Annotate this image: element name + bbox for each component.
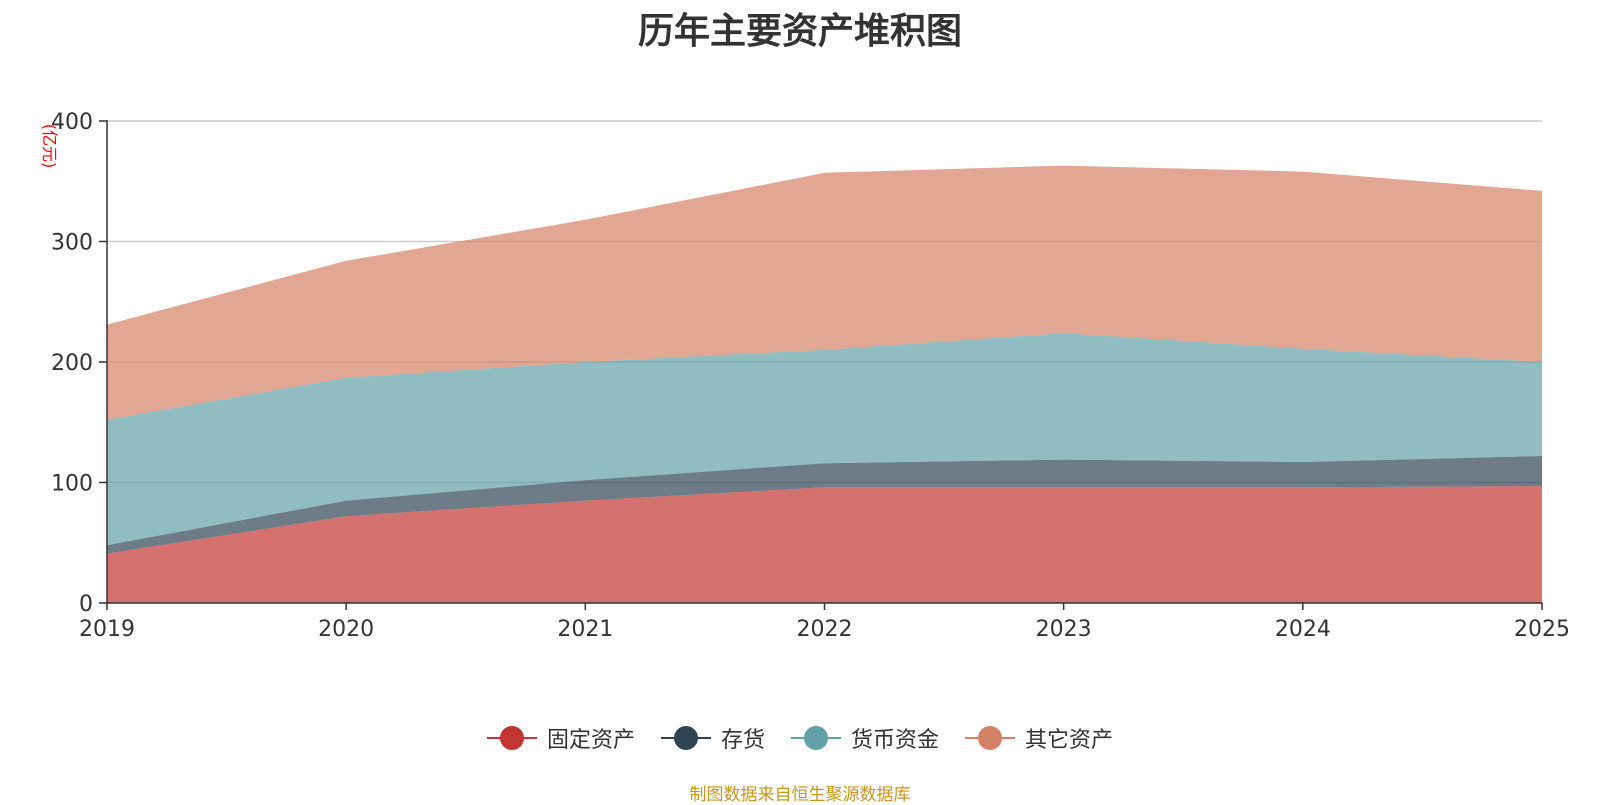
legend-label: 固定资产	[546, 728, 635, 753]
x-tick-label: 2021	[557, 617, 613, 642]
legend-marker-icon	[660, 726, 711, 750]
y-tick-label: 400	[51, 110, 93, 135]
legend-item-3[interactable]: 其它资产	[965, 722, 1113, 754]
legend-item-2[interactable]: 货币资金	[791, 722, 939, 754]
series-area-3[interactable]	[107, 165, 1542, 420]
legend-label: 存货	[720, 728, 765, 753]
legend-item-0[interactable]: 固定资产	[486, 722, 635, 754]
y-tick-label: 300	[51, 231, 93, 256]
legend-marker-icon	[791, 726, 841, 750]
y-tick-label: 0	[79, 592, 93, 617]
series-area-1[interactable]	[107, 456, 1542, 554]
legend-marker-icon	[965, 726, 1016, 750]
legend-label: 其它资产	[1025, 728, 1114, 753]
x-tick-label: 2025	[1514, 617, 1570, 642]
x-tick-label: 2024	[1275, 617, 1331, 642]
chart-title: 历年主要资产堆积图	[637, 11, 962, 52]
series-area-0[interactable]	[107, 486, 1542, 603]
legend-item-1[interactable]: 存货	[660, 722, 765, 754]
x-tick-label: 2023	[1036, 617, 1092, 642]
axes: 0 100 200 300 400 2019 2020 2021 2022 2023 2024 202…	[51, 110, 1570, 642]
legend-label: 货币资金	[851, 728, 940, 753]
y-axis-unit-label: (亿元)	[40, 124, 59, 169]
legend-marker-icon	[486, 726, 537, 750]
source-note: 制图数据来自恒生聚源数据库	[689, 785, 911, 805]
y-tick-label: 200	[51, 351, 93, 376]
series-area-2[interactable]	[107, 333, 1542, 546]
x-tick-label: 2019	[79, 617, 135, 642]
series-areas	[107, 165, 1542, 603]
x-tick-label: 2022	[797, 617, 853, 642]
y-tick-label: 100	[51, 472, 93, 497]
x-tick-label: 2020	[318, 617, 374, 642]
legend: 固定资产 存货 货币资金 其它资产	[0, 718, 1600, 758]
